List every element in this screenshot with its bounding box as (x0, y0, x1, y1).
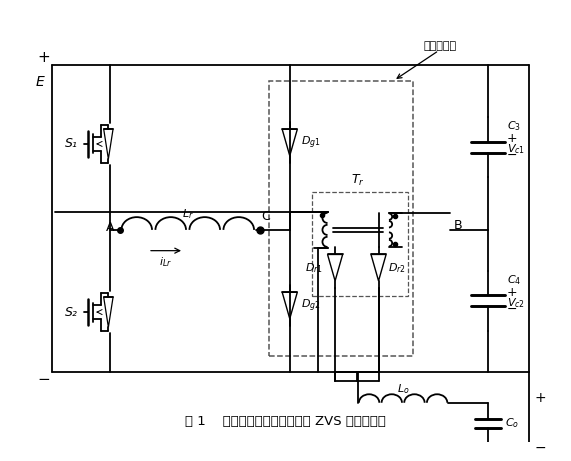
Text: −: − (507, 303, 517, 316)
Text: $i_{Lr}$: $i_{Lr}$ (159, 255, 172, 269)
Text: 箝位二极管: 箝位二极管 (424, 41, 457, 51)
Text: −: − (534, 441, 546, 455)
Text: S₂: S₂ (65, 306, 78, 319)
Text: −: − (38, 372, 50, 387)
Text: −: − (507, 149, 517, 162)
Text: $C_3$: $C_3$ (507, 119, 521, 133)
Text: +: + (534, 391, 546, 405)
Polygon shape (282, 129, 297, 156)
Text: $D_{g2}$: $D_{g2}$ (301, 297, 321, 313)
Text: $C_o$: $C_o$ (505, 417, 519, 431)
Bar (269, 81, 413, 355)
Text: 图 1    带箝位电路的不对称半桥 ZVS 软开关电路: 图 1 带箝位电路的不对称半桥 ZVS 软开关电路 (184, 415, 385, 428)
Text: +: + (507, 286, 518, 299)
Text: C: C (261, 210, 270, 223)
Text: E: E (36, 75, 45, 89)
Text: $D_{g1}$: $D_{g1}$ (301, 134, 321, 151)
Text: $C_4$: $C_4$ (507, 273, 521, 287)
Text: S₁: S₁ (65, 137, 78, 150)
Text: +: + (38, 49, 50, 65)
Polygon shape (104, 129, 113, 159)
Text: B: B (453, 219, 462, 232)
Text: $D_{r2}$: $D_{r2}$ (388, 261, 406, 275)
Text: $T_r$: $T_r$ (351, 173, 365, 188)
Polygon shape (371, 254, 386, 281)
Text: $L_r$: $L_r$ (182, 207, 194, 221)
Bar (312, 192, 408, 296)
Polygon shape (282, 292, 297, 319)
Text: $L_o$: $L_o$ (397, 383, 409, 396)
Text: $D_{r1}$: $D_{r1}$ (305, 261, 323, 275)
Text: A: A (106, 221, 115, 235)
Polygon shape (328, 254, 343, 281)
Text: +: + (507, 132, 518, 145)
Text: $V_{c2}$: $V_{c2}$ (507, 296, 525, 309)
Polygon shape (104, 297, 113, 327)
Text: $V_{c1}$: $V_{c1}$ (507, 142, 525, 156)
